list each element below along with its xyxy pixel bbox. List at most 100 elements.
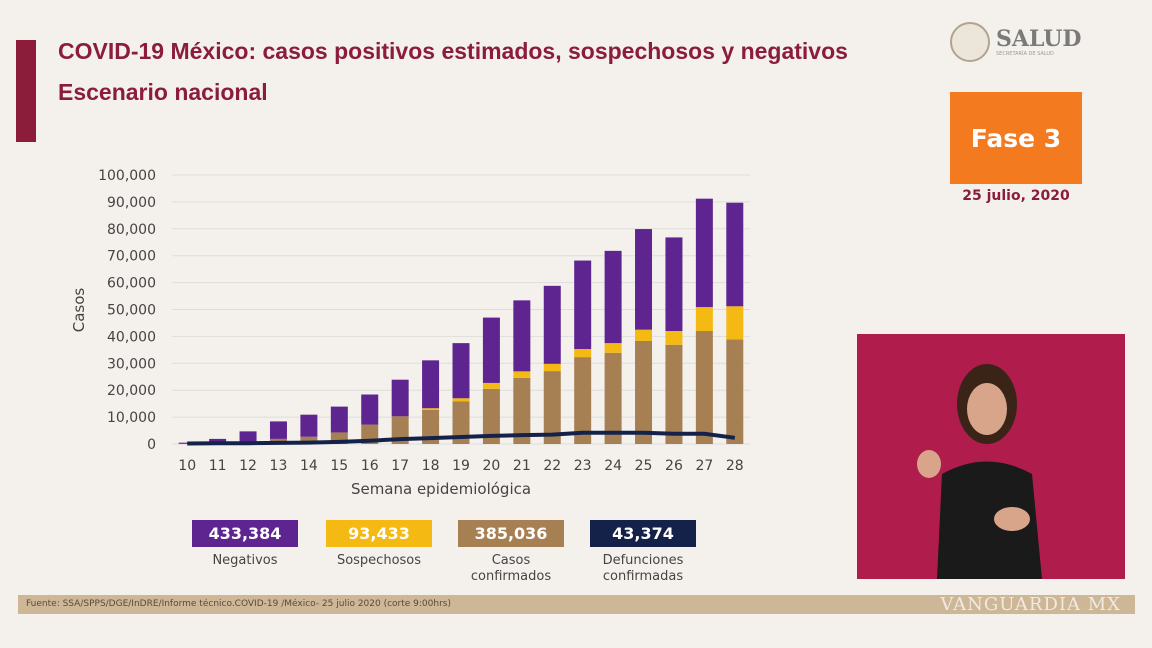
x-tick-label: 26 [665, 458, 683, 474]
bar-segment-casos-confirmados [635, 340, 653, 444]
x-tick-label: 19 [452, 458, 470, 474]
bar-segment-negativos [361, 394, 379, 425]
x-tick-label: 28 [726, 458, 744, 474]
y-tick-label: 100,000 [98, 168, 156, 184]
bar-segment-negativos [422, 360, 440, 409]
bar-segment-sospechosos [422, 408, 440, 410]
bar-segment-casos-confirmados [452, 401, 470, 444]
bar-segment-casos-confirmados [665, 344, 683, 444]
x-tick-label: 22 [543, 458, 561, 474]
x-axis-label: Semana epidemiológica [351, 480, 531, 498]
bar-segment-sospechosos [513, 371, 531, 378]
stacked-bar-chart: 0 10,000 20,000 30,000 40,000 50,000 60,000 70,… [70, 168, 750, 498]
bar-segment-casos-confirmados [695, 331, 713, 444]
legend-value-box: 433,384 [192, 520, 298, 547]
y-axis-label: Casos [70, 288, 88, 333]
x-tick-label: 25 [635, 458, 653, 474]
bar-segment-negativos [269, 421, 287, 439]
x-tick-label: 12 [239, 458, 257, 474]
bar-segment-casos-confirmados [300, 436, 318, 444]
x-tick-label: 11 [209, 458, 227, 474]
y-tick-label: 90,000 [107, 195, 156, 211]
y-tick-label: 80,000 [107, 222, 156, 238]
bar-segment-casos-confirmados [482, 388, 500, 444]
y-tick-label: 50,000 [107, 303, 156, 319]
x-tick-label: 13 [270, 458, 288, 474]
bar-segment-negativos [330, 406, 348, 433]
bar-segment-sospechosos [543, 363, 561, 372]
x-tick-label: 10 [178, 458, 196, 474]
bar-segment-negativos [300, 414, 318, 437]
x-tick-label: 23 [574, 458, 592, 474]
bar-segment-sospechosos [604, 343, 622, 353]
x-tick-label: 15 [330, 458, 348, 474]
logo-text: SALUD [996, 25, 1082, 52]
legend-label: Negativos [212, 553, 278, 568]
x-tick-label: 20 [483, 458, 501, 474]
bar-segment-negativos [391, 379, 409, 417]
bar-segment-negativos [604, 250, 622, 344]
bar-segment-negativos [635, 229, 653, 330]
x-tick-label: 21 [513, 458, 531, 474]
page-subtitle: Escenario nacional [58, 79, 268, 105]
bar-segment-negativos [695, 198, 713, 308]
bar-segment-sospechosos [665, 331, 683, 345]
bar-segment-casos-confirmados [422, 409, 440, 444]
y-tick-label: 60,000 [107, 276, 156, 292]
x-tick-label: 24 [604, 458, 622, 474]
bar-segment-casos-confirmados [330, 432, 348, 444]
y-tick-label: 40,000 [107, 329, 156, 345]
bar-segment-sospechosos [482, 382, 500, 389]
salud-logo: SALUD SECRETARÍA DE SALUD [950, 22, 1082, 62]
y-tick-label: 30,000 [107, 356, 156, 372]
bar-segment-negativos [665, 237, 683, 332]
bar-segment-casos-confirmados [604, 352, 622, 444]
legend-item: 43,374 Defunciones confirmadas [590, 520, 696, 585]
y-tick-label: 10,000 [107, 410, 156, 426]
sign-language-video [857, 334, 1125, 579]
x-tick-label: 17 [391, 458, 409, 474]
source-footer: Fuente: SSA/SPPS/DGE/InDRE/Informe técni… [18, 595, 1135, 614]
legend-item: 385,036 Casos confirmados [458, 520, 564, 585]
y-tick-label: 70,000 [107, 249, 156, 265]
y-tick-label: 20,000 [107, 383, 156, 399]
bar-segment-negativos [239, 431, 257, 443]
bar-segment-casos-confirmados [543, 371, 561, 444]
x-tick-label: 16 [361, 458, 379, 474]
x-tick-label: 14 [300, 458, 318, 474]
legend-value-box: 43,374 [590, 520, 696, 547]
bar-segment-negativos [543, 285, 561, 364]
legend-value-box: 93,433 [326, 520, 432, 547]
bar-segment-sospechosos [574, 349, 592, 358]
logo-words: SALUD SECRETARÍA DE SALUD [996, 27, 1082, 58]
legend-value-box: 385,036 [458, 520, 564, 547]
logo-subtext: SECRETARÍA DE SALUD [996, 50, 1054, 57]
bar-segment-negativos [482, 317, 500, 383]
interpreter-figure [917, 364, 1042, 579]
bar-segment-negativos [209, 438, 227, 444]
report-date: 25 julio, 2020 [962, 188, 1070, 204]
bar-segment-casos-confirmados [574, 357, 592, 444]
page-header: COVID-19 México: casos positivos estimad… [58, 38, 928, 106]
title-accent-bar [16, 40, 36, 142]
bar-segment-sospechosos [726, 306, 744, 340]
bar-segment-casos-confirmados [513, 377, 531, 444]
bar-segment-casos-confirmados [726, 339, 744, 444]
legend-item: 93,433 Sospechosos [326, 520, 432, 569]
bar-segment-negativos [574, 260, 592, 350]
bar-segment-sospechosos [452, 398, 470, 402]
phase-badge: Fase 3 [950, 92, 1082, 184]
legend-label: Defunciones confirmadas [602, 553, 684, 584]
legend-label: Sospechosos [336, 553, 422, 568]
bar-segment-negativos [513, 300, 531, 372]
y-tick-label: 0 [147, 437, 156, 453]
bar-segment-sospechosos [635, 329, 653, 341]
deaths-line [187, 430, 736, 446]
bar-segment-sospechosos [695, 307, 713, 332]
x-tick-label: 18 [422, 458, 440, 474]
page-title: COVID-19 México: casos positivos estimad… [58, 38, 848, 64]
bar-segment-negativos [726, 202, 744, 307]
x-tick-label: 27 [695, 458, 713, 474]
bar-segment-negativos [452, 343, 470, 399]
source-text: Fuente: SSA/SPPS/DGE/InDRE/Informe técni… [26, 599, 451, 609]
